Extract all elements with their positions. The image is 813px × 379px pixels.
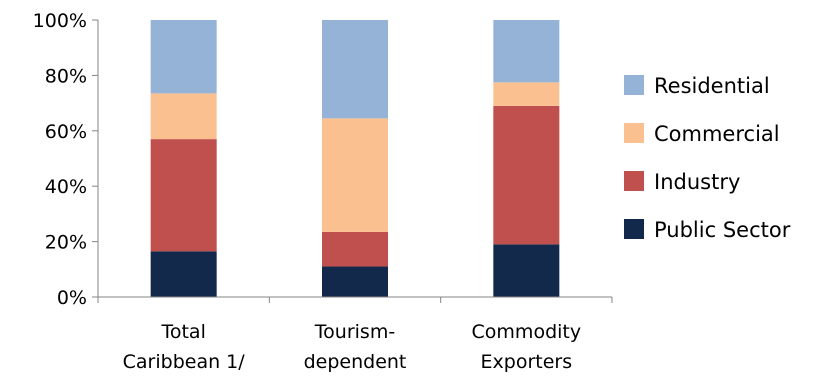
bar-segment-industry — [322, 231, 388, 267]
bar-segment-residential — [493, 20, 560, 83]
bar-segment-industry — [150, 139, 217, 252]
bar-segment-public-sector — [493, 244, 560, 297]
bar-stacks — [150, 20, 560, 297]
x-category-label: dependent — [304, 351, 407, 373]
bar-segment-commercial — [322, 118, 388, 232]
y-tick-label: 100% — [33, 10, 87, 32]
legend-item: Public Sector — [624, 218, 791, 242]
bar-segment-commercial — [150, 93, 217, 140]
legend-swatch — [624, 123, 644, 143]
y-tick-label: 20% — [45, 232, 87, 254]
bar-segment-public-sector — [150, 251, 217, 297]
x-category-label: Caribbean 1/ — [123, 351, 246, 373]
y-tick-label: 60% — [45, 121, 87, 143]
bar-segment-industry — [493, 105, 560, 245]
x-category-label: Exporters — [481, 351, 573, 373]
bar-segment-commercial — [493, 82, 560, 106]
x-axis: Total Caribbean 1/Tourism-dependent Commod… — [97, 296, 613, 373]
x-category-label: Tourism- — [314, 321, 395, 343]
x-category-label: Commodity — [472, 321, 582, 343]
legend-item: Industry — [624, 170, 740, 194]
legend-label: Commercial — [654, 122, 780, 146]
legend-label: Residential — [654, 74, 770, 98]
y-tick-label: 40% — [45, 176, 87, 198]
bar-stack — [150, 20, 217, 297]
legend-label: Public Sector — [654, 218, 791, 242]
legend-item: Commercial — [624, 122, 780, 146]
y-tick-label: 0% — [57, 287, 87, 309]
legend-swatch — [624, 219, 644, 239]
legend-item: Residential — [624, 74, 770, 98]
y-axis: 0% 20% 40% 60% 80% 100% — [33, 10, 99, 309]
legend-swatch — [624, 171, 644, 191]
legend-swatch — [624, 75, 644, 95]
legend-label: Industry — [654, 170, 740, 194]
bar-segment-residential — [322, 20, 388, 119]
legend: Residential Commercial Industry Public Sect… — [624, 74, 791, 242]
bar-segment-residential — [150, 20, 217, 94]
bar-stack — [322, 20, 388, 297]
y-tick-label: 80% — [45, 65, 87, 87]
bar-stack — [493, 20, 560, 297]
bar-segment-public-sector — [322, 266, 388, 297]
x-category-label: Total — [160, 321, 205, 343]
